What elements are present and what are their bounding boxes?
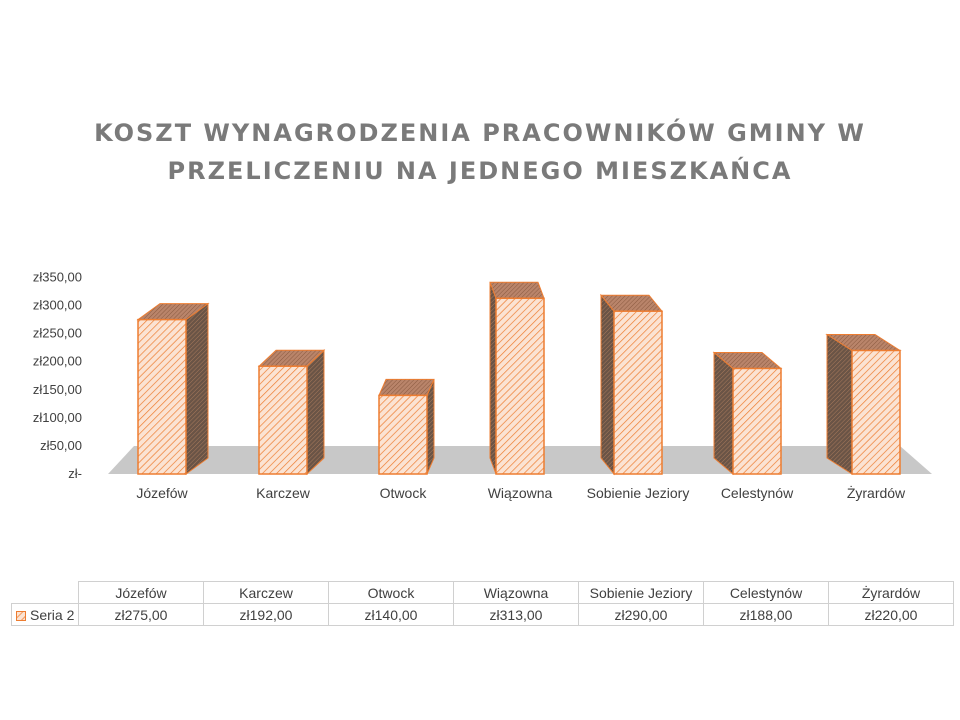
chart-title: Koszt wynagrodzenia pracowników gminy w … bbox=[94, 119, 866, 185]
bar-side-face bbox=[306, 349, 325, 476]
table-corner-cell bbox=[11, 581, 79, 604]
table-value-cell: zł313,00 bbox=[453, 603, 579, 626]
y-tick-label: zł- bbox=[68, 466, 82, 481]
bar bbox=[489, 281, 545, 475]
table-header-cell: Wiązowna bbox=[453, 581, 579, 604]
table-header-cell: Karczew bbox=[203, 581, 329, 604]
x-axis: Józefów Karczew Otwock Wiązowna Sobienie Jez… bbox=[136, 484, 906, 501]
table-header-cell: Józefów bbox=[78, 581, 204, 604]
bar bbox=[825, 333, 902, 475]
x-tick-label: Józefów bbox=[136, 485, 188, 501]
bar-front-face bbox=[378, 394, 428, 475]
y-tick-label: zł150,00 bbox=[33, 382, 82, 397]
bar-front-face bbox=[495, 297, 545, 475]
bar-front-face bbox=[851, 349, 901, 475]
bar bbox=[712, 351, 783, 476]
series-name: Seria 2 bbox=[30, 606, 75, 623]
table-header-row: Józefów Karczew Otwock Wiązowna Sobienie Jez… bbox=[11, 581, 954, 604]
bar-side-face bbox=[185, 302, 209, 475]
table-value-cell: zł192,00 bbox=[203, 603, 329, 626]
bar bbox=[136, 302, 210, 475]
bar-front-face bbox=[732, 367, 782, 475]
bar-top-face bbox=[489, 281, 545, 299]
bar-side-face bbox=[713, 351, 734, 476]
y-tick-label: zł350,00 bbox=[33, 270, 82, 285]
bar-top-face bbox=[378, 378, 435, 396]
x-tick-label: Wiązowna bbox=[488, 485, 553, 501]
x-tick-label: Sobienie Jeziory bbox=[587, 485, 690, 501]
table-value-cell: zł275,00 bbox=[78, 603, 204, 626]
table-value-cell: zł220,00 bbox=[828, 603, 954, 626]
data-table: Józefów Karczew Otwock Wiązowna Sobienie Jez… bbox=[11, 581, 954, 626]
legend-key-icon bbox=[16, 610, 26, 621]
table-value-cell: zł290,00 bbox=[578, 603, 704, 626]
bar bbox=[599, 293, 664, 476]
bar-front-face bbox=[137, 318, 187, 475]
bar bbox=[378, 378, 435, 475]
y-axis: zł-zł50,00 zł100,00 zł150,00 zł200,00 zł250,… bbox=[33, 270, 82, 481]
table-header-cell: Sobienie Jeziory bbox=[578, 581, 704, 604]
y-tick-label: zł300,00 bbox=[33, 298, 82, 313]
x-tick-label: Karczew bbox=[256, 485, 311, 501]
bar-front-face bbox=[258, 365, 308, 475]
table-row: Seria 2 zł275,00 zł192,00 zł140,00 zł313,00… bbox=[11, 603, 954, 626]
bar bbox=[257, 349, 326, 476]
table-value-cell: zł188,00 bbox=[703, 603, 829, 626]
y-tick-label: zł100,00 bbox=[33, 410, 82, 425]
table-series-cell: Seria 2 bbox=[11, 603, 79, 626]
y-tick-label: zł250,00 bbox=[33, 326, 82, 341]
x-tick-label: Otwock bbox=[380, 485, 428, 501]
x-tick-label: Celestynów bbox=[721, 485, 794, 501]
table-header-cell: Żyrardów bbox=[828, 581, 954, 604]
x-tick-label: Żyrardów bbox=[847, 484, 906, 501]
bars-group bbox=[136, 281, 902, 476]
bar-side-face bbox=[489, 282, 497, 475]
table-header-cell: Celestynów bbox=[703, 581, 829, 604]
bar-front-face bbox=[613, 310, 663, 475]
chart-plot: zł-zł50,00 zł100,00 zł150,00 zł200,00 zł250,… bbox=[33, 270, 932, 501]
table-value-cell: zł140,00 bbox=[328, 603, 454, 626]
bar-side-face bbox=[600, 293, 615, 476]
y-tick-label: zł200,00 bbox=[33, 354, 82, 369]
table-header-cell: Otwock bbox=[328, 581, 454, 604]
y-tick-label: zł50,00 bbox=[40, 438, 82, 453]
bar-side-face bbox=[826, 333, 853, 475]
